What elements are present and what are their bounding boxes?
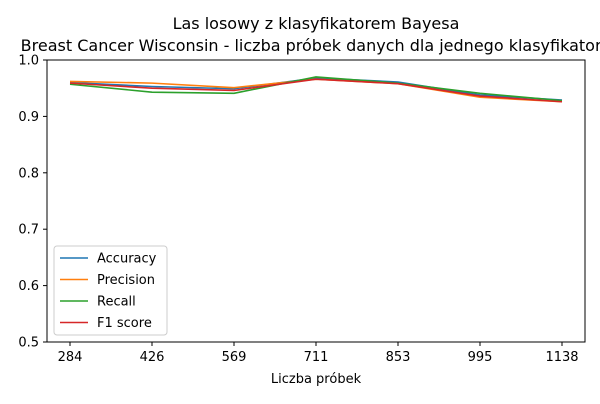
series-line-f1-score bbox=[69, 78, 563, 103]
y-tick-label: 0.5 bbox=[18, 336, 39, 351]
y-tick-label: 1.0 bbox=[18, 54, 39, 69]
x-tick-label: 995 bbox=[468, 350, 493, 365]
legend-label-recall: Recall bbox=[97, 295, 136, 310]
legend-box bbox=[53, 245, 168, 336]
x-tick-label: 1138 bbox=[545, 350, 578, 365]
legend-label-accuracy: Accuracy bbox=[97, 252, 157, 267]
series-line-recall bbox=[69, 76, 563, 102]
x-tick-label: 569 bbox=[222, 350, 247, 365]
x-tick-label: 426 bbox=[140, 350, 165, 365]
legend-label-f1-score: F1 score bbox=[97, 316, 152, 331]
x-tick-label: 284 bbox=[58, 350, 83, 365]
x-tick-label: 853 bbox=[386, 350, 411, 365]
chart-title: Las losowy z klasyfikatorem Bayesa bbox=[173, 14, 460, 33]
x-axis-label: Liczba próbek bbox=[271, 372, 362, 387]
series-line-precision bbox=[69, 78, 563, 103]
y-tick-label: 0.6 bbox=[18, 279, 39, 294]
y-tick-label: 0.7 bbox=[18, 223, 39, 238]
y-tick-label: 0.8 bbox=[18, 166, 39, 181]
x-tick-label: 711 bbox=[304, 350, 329, 365]
legend-label-precision: Precision bbox=[97, 273, 155, 288]
y-tick-label: 0.9 bbox=[18, 110, 39, 125]
chart-subtitle: Breast Cancer Wisconsin - liczba próbek … bbox=[21, 36, 600, 55]
series-line-accuracy bbox=[69, 77, 563, 101]
